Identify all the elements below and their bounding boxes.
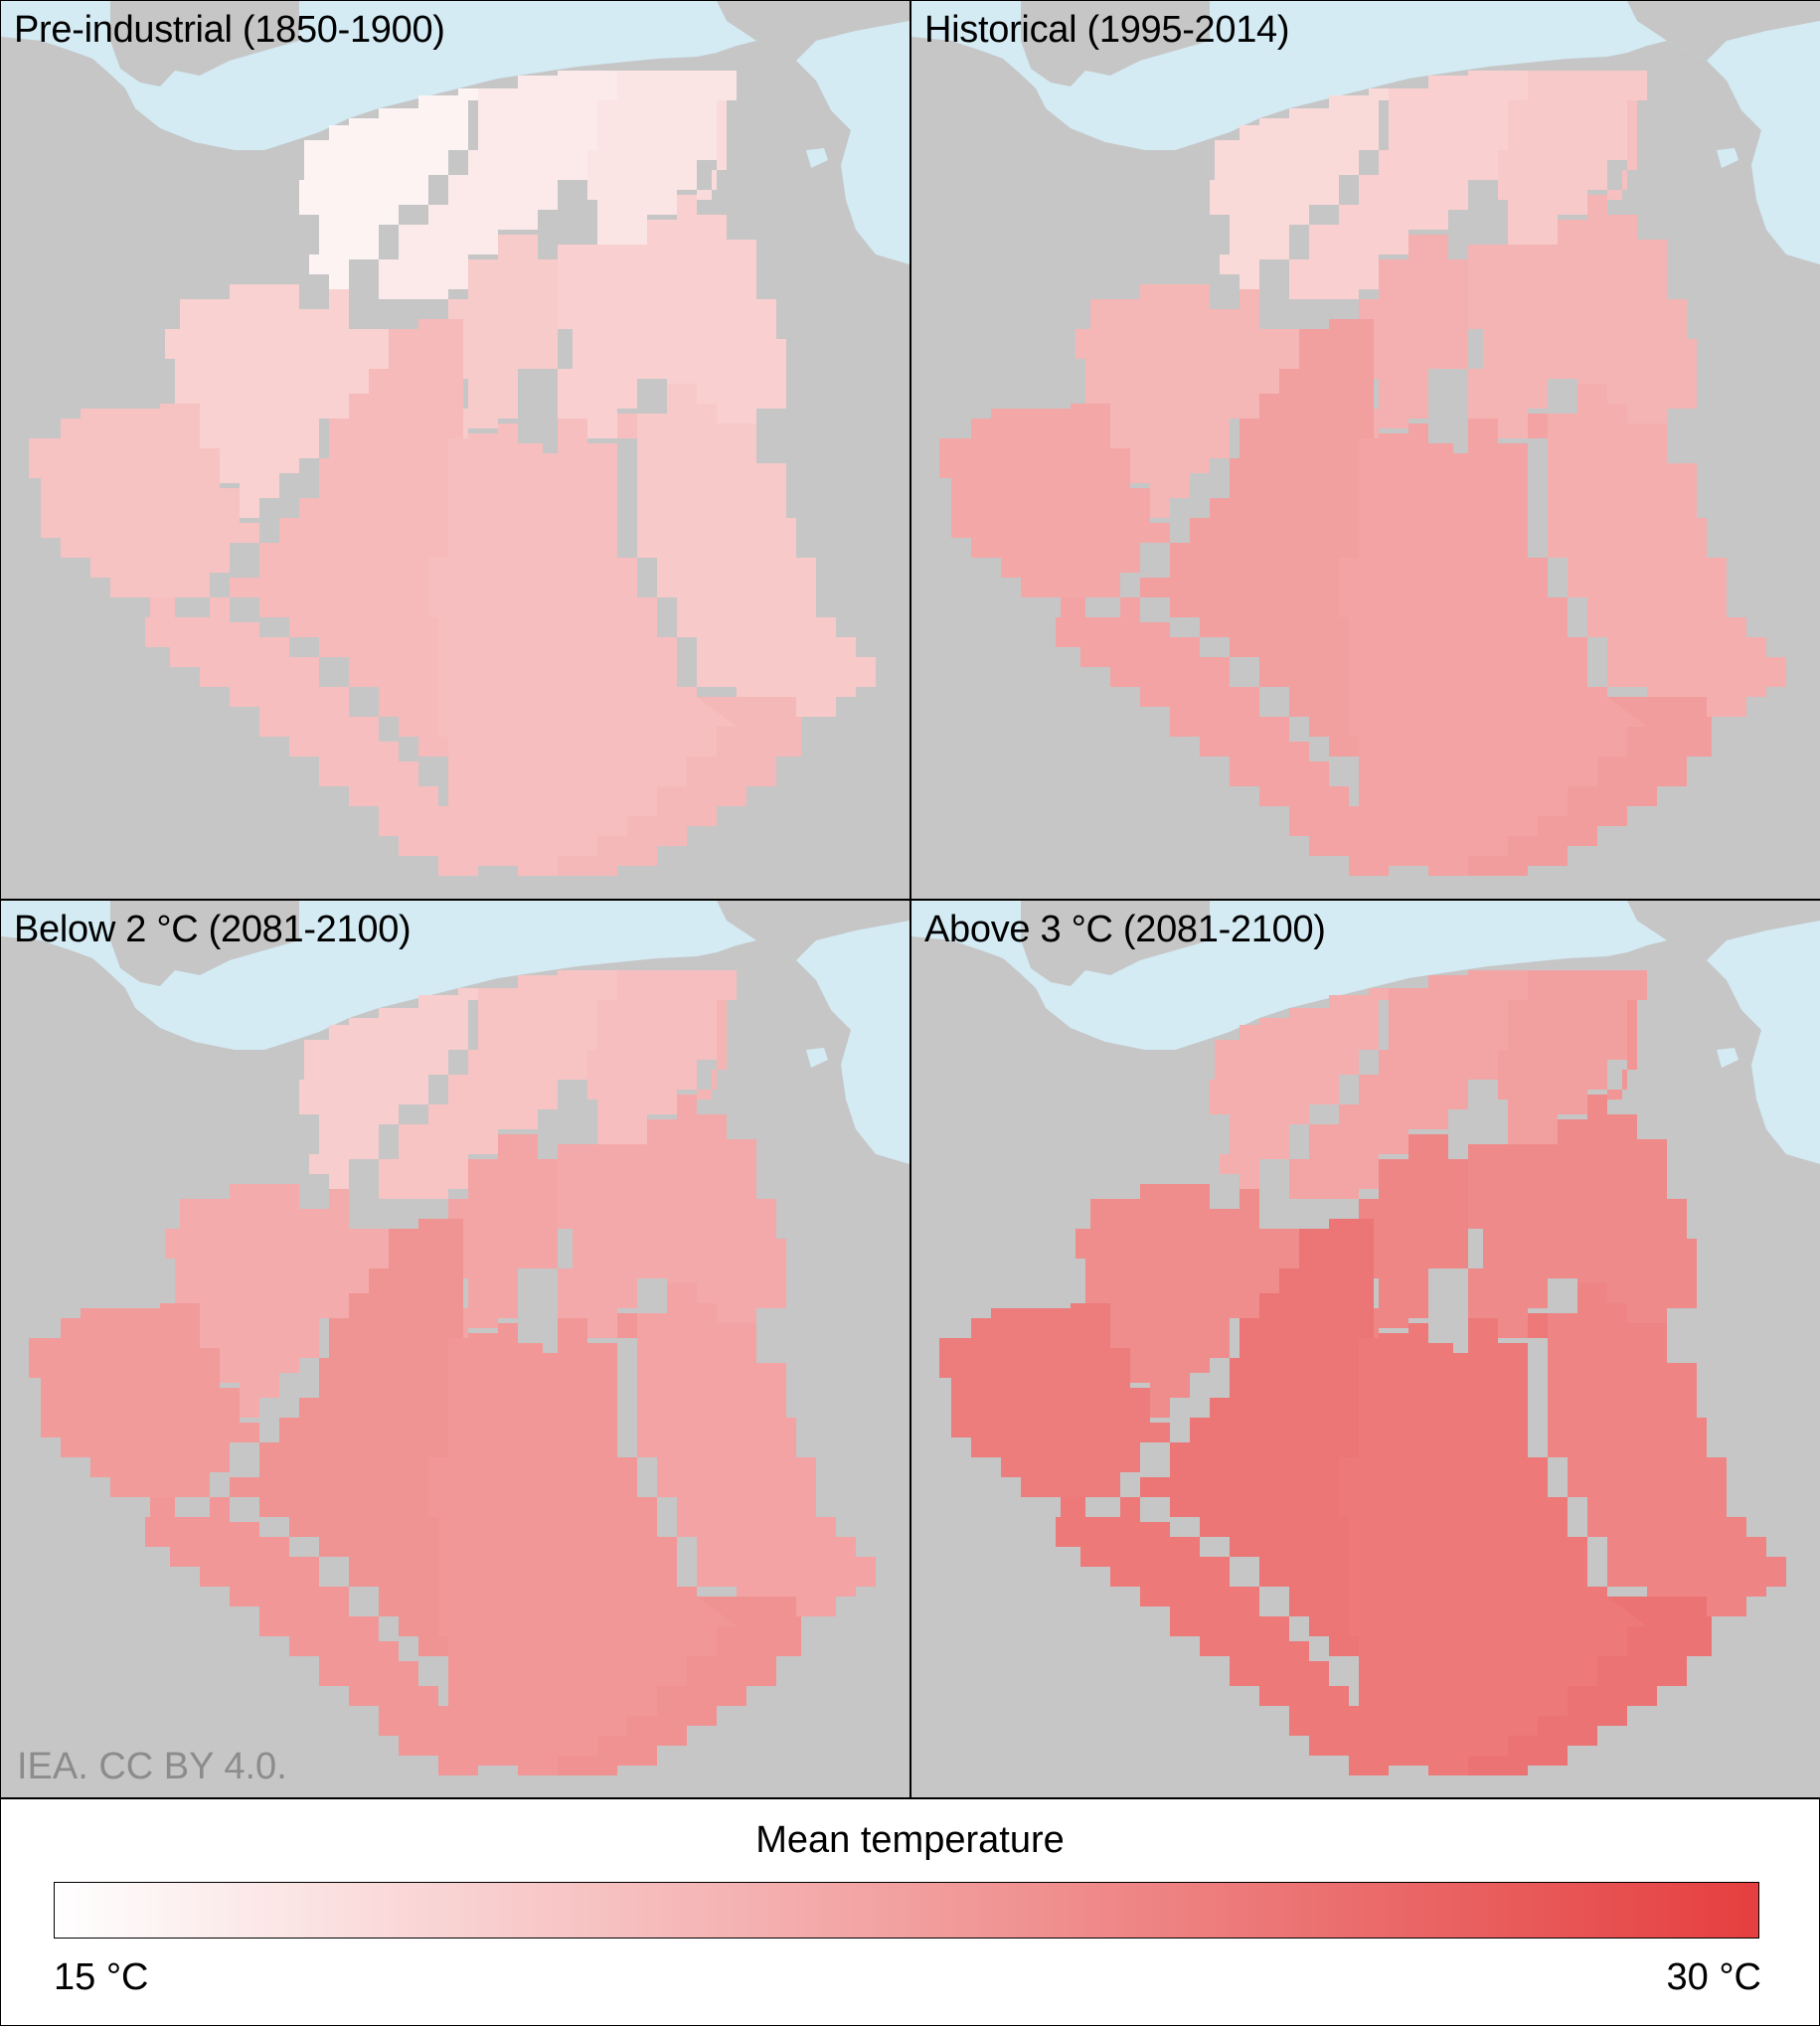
region-tassili-east — [1548, 1283, 1786, 1616]
region-saharan-atlas — [939, 404, 1170, 617]
panel-title: Historical (1995-2014) — [924, 9, 1290, 51]
region-highlands-central — [1359, 1134, 1483, 1338]
region-central-sahara — [1339, 1313, 1647, 1775]
region-northeast — [587, 970, 737, 1144]
morocco-land — [1, 936, 135, 1174]
algeria-map — [911, 1, 1820, 899]
legend-color-ramp — [54, 1882, 1759, 1939]
coast-cape — [806, 148, 828, 168]
region-northwest-coast — [1210, 988, 1389, 1189]
panel-title: Below 2 °C (2081-2100) — [14, 909, 412, 950]
region-saharan-atlas — [29, 1303, 259, 1517]
spain-land — [1021, 901, 1210, 986]
region-hoggar-south — [558, 1597, 801, 1775]
tunisia-land — [1627, 901, 1820, 960]
map-grid: Pre-industrial (1850-1900) Historical (1… — [1, 1, 1820, 1798]
region-grand-erg-west — [1140, 319, 1374, 757]
region-saharan-atlas — [29, 404, 259, 617]
region-northeast — [587, 71, 737, 245]
region-hoggar-south — [1468, 1597, 1712, 1775]
morocco-land — [911, 37, 1046, 274]
region-tassili-east — [637, 384, 876, 717]
morocco-land — [1, 37, 135, 274]
region-east-coast-tip — [697, 1000, 727, 1099]
region-east-plateau — [1468, 195, 1697, 458]
region-east-coast-tip — [697, 100, 727, 200]
region-northwest-coast — [299, 988, 478, 1189]
algeria-map — [1, 901, 910, 1798]
region-east-plateau — [1468, 1095, 1697, 1358]
region-northwest-coast — [1210, 88, 1389, 289]
region-saharan-atlas — [939, 1303, 1170, 1517]
region-highlands-west — [1075, 1184, 1299, 1418]
coast-cape — [1717, 1048, 1738, 1068]
algeria-map — [1, 1, 910, 899]
island-shape — [886, 1018, 910, 1050]
panel-title: Pre-industrial (1850-1900) — [14, 9, 445, 51]
region-south-west — [145, 597, 518, 876]
region-highlands-central — [448, 235, 573, 438]
region-tassili-east — [1548, 384, 1786, 717]
region-highlands-central — [448, 1134, 573, 1338]
island-shape — [1796, 1018, 1820, 1050]
mediterranean-sea — [911, 1, 1820, 264]
mediterranean-sea — [1, 1, 910, 264]
region-highlands-west — [1075, 284, 1299, 518]
region-north-central — [379, 71, 617, 299]
island-shape — [886, 118, 910, 150]
region-south-west — [145, 1497, 518, 1775]
region-northeast — [1498, 970, 1647, 1144]
legend-divider — [0, 1797, 1820, 1799]
spain-land — [110, 901, 299, 986]
panel-divider-horizontal — [1, 899, 1819, 901]
region-central-sahara — [1339, 414, 1647, 876]
region-south-west — [1056, 1497, 1428, 1775]
region-east-coast-tip — [1607, 1000, 1637, 1099]
morocco-land — [911, 936, 1046, 1174]
panel-title: Above 3 °C (2081-2100) — [924, 909, 1326, 950]
tunisia-land — [1627, 1, 1820, 61]
region-northeast — [1498, 71, 1647, 245]
legend-title: Mean temperature — [755, 1819, 1065, 1861]
region-central-sahara — [428, 414, 737, 876]
region-east-plateau — [558, 195, 786, 458]
map-panel-below-2c: Below 2 °C (2081-2100) — [1, 901, 910, 1798]
coast-cape — [806, 1048, 828, 1068]
region-east-coast-tip — [1607, 100, 1637, 200]
region-grand-erg-west — [230, 1219, 463, 1656]
tunisia-land — [717, 901, 910, 960]
algeria-map — [911, 901, 1820, 1798]
spain-land — [1021, 1, 1210, 86]
legend-max-label: 30 °C — [1666, 1956, 1761, 1998]
region-north-central — [1289, 71, 1528, 299]
region-highlands-central — [1359, 235, 1483, 438]
region-tassili-east — [637, 1283, 876, 1616]
region-hoggar-south — [1468, 697, 1712, 876]
region-central-sahara — [428, 1313, 737, 1775]
coast-cape — [1717, 148, 1738, 168]
region-north-central — [379, 970, 617, 1199]
spain-land — [110, 1, 299, 86]
region-highlands-west — [165, 284, 389, 518]
legend-min-label: 15 °C — [54, 1956, 149, 1998]
tunisia-land — [717, 1, 910, 61]
map-panel-historical: Historical (1995-2014) — [911, 1, 1820, 899]
region-east-plateau — [558, 1095, 786, 1358]
legend: Mean temperature 15 °C 30 °C — [0, 1799, 1820, 2024]
map-panel-pre-industrial: Pre-industrial (1850-1900) — [1, 1, 910, 899]
mediterranean-sea — [1, 901, 910, 1164]
region-grand-erg-west — [230, 319, 463, 757]
region-hoggar-south — [558, 697, 801, 876]
credit-text: IEA. CC BY 4.0. — [17, 1746, 287, 1787]
island-shape — [1796, 118, 1820, 150]
region-northwest-coast — [299, 88, 478, 289]
mediterranean-sea — [911, 901, 1820, 1164]
map-panel-above-3c: Above 3 °C (2081-2100) — [911, 901, 1820, 1798]
region-grand-erg-west — [1140, 1219, 1374, 1656]
region-south-west — [1056, 597, 1428, 876]
region-highlands-west — [165, 1184, 389, 1418]
region-north-central — [1289, 970, 1528, 1199]
